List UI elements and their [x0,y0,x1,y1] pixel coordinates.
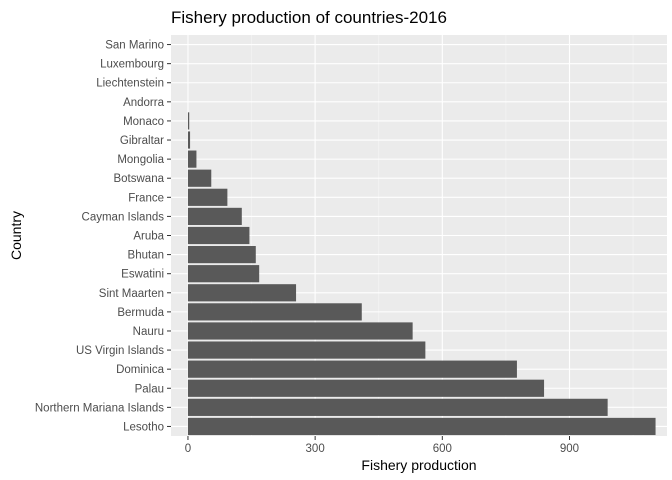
y-tick-label: Northern Mariana Islands [35,402,164,414]
y-tick-label: Eswatini [121,269,164,281]
y-tick-label: Luxembourg [100,59,164,71]
x-tick-label: 900 [560,443,579,455]
y-tick-label: Monaco [123,116,164,128]
bar-france [187,188,228,206]
x-tick-label: 0 [185,443,191,455]
bar-botswana [187,169,212,187]
y-tick-label: Liechtenstein [96,78,164,90]
y-tick-label: France [128,192,164,204]
bar-monaco [187,112,190,130]
bar-dominica [187,360,517,378]
chart-title: Fishery production of countries-2016 [171,8,447,27]
bars [187,112,656,436]
y-tick-label: Bermuda [117,307,164,319]
bar-aruba [187,226,250,245]
y-tick-label: Bhutan [128,250,164,262]
y-tick-label: Sint Maarten [99,288,164,300]
bar-nauru [187,322,413,340]
x-tick-label: 300 [306,443,325,455]
x-tick-label: 600 [433,443,452,455]
y-tick-label: Nauru [133,326,164,338]
bar-northern-mariana-islands [187,398,608,416]
y-tick-label: Gibraltar [120,135,164,147]
bar-sint-maarten [187,284,297,302]
x-axis-title: Fishery production [361,457,476,473]
y-tick-label: Cayman Islands [82,211,165,223]
y-axis: Lesotho Northern Mariana Islands Palau Domi… [35,40,171,433]
y-tick-label: US Virgin Islands [76,345,164,357]
bar-bermuda [187,303,362,321]
y-tick-label: Lesotho [123,421,164,433]
y-tick-label: Dominica [116,364,165,376]
y-tick-label: San Marino [105,40,164,52]
y-tick-label: Palau [135,383,164,395]
y-tick-label: Mongolia [117,154,164,166]
y-tick-label: Botswana [113,173,164,185]
bar-cayman-islands [187,207,242,225]
bar-us-virgin-islands [187,341,426,359]
x-axis: 0 300 600 900 [185,436,579,455]
bar-eswatini [187,265,260,283]
bar-mongolia [187,150,197,168]
y-tick-label: Andorra [123,97,165,109]
bar-lesotho [187,417,656,436]
y-tick-label: Aruba [133,231,164,243]
bar-bhutan [187,246,256,264]
y-axis-title: Country [8,211,24,260]
bar-palau [187,379,545,397]
bar-gibraltar [187,131,191,149]
